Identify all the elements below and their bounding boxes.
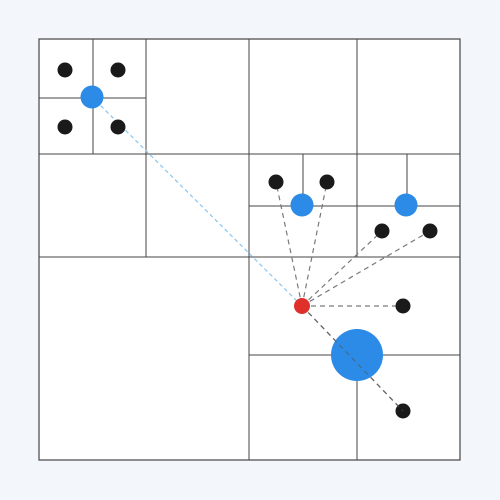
near-link <box>301 305 404 412</box>
quadtree-root-border <box>38 38 461 461</box>
near-link <box>275 181 303 307</box>
centroid-node-icon <box>80 85 104 109</box>
far-link <box>91 96 303 307</box>
centroid-nodes <box>80 85 418 381</box>
near-link <box>301 230 383 307</box>
near-link <box>301 230 431 307</box>
centroid-node-icon <box>331 329 383 381</box>
data-point-icon <box>395 298 411 314</box>
data-point-icon <box>57 62 73 78</box>
centroid-node-icon <box>290 193 314 217</box>
data-point-icon <box>268 174 284 190</box>
data-point-icon <box>374 223 390 239</box>
data-point-icon <box>422 223 438 239</box>
data-point-icon <box>110 62 126 78</box>
centroid-node-icon <box>394 193 418 217</box>
data-point-icon <box>319 174 335 190</box>
data-point-icon <box>57 119 73 135</box>
near-link <box>301 181 328 307</box>
data-point-icon <box>110 119 126 135</box>
query-point-icon <box>294 298 310 314</box>
